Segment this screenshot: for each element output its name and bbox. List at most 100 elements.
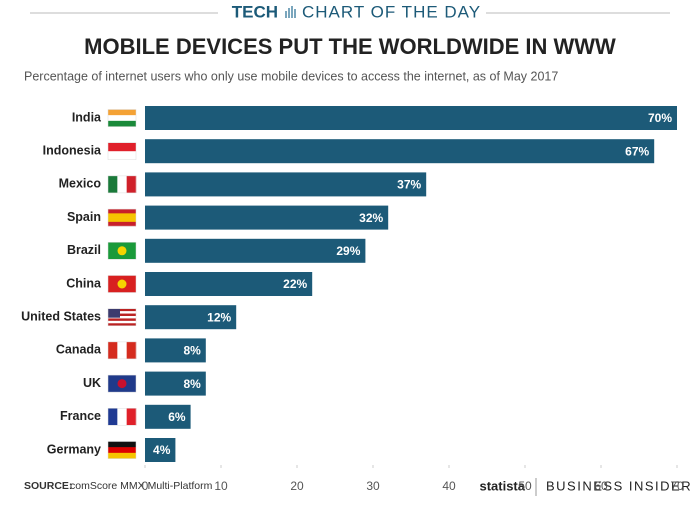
bar	[145, 338, 206, 363]
bar	[145, 238, 366, 263]
bar	[145, 272, 313, 296]
header-label: CHART OF THE DAY	[302, 2, 481, 21]
chart-title: MOBILE DEVICES PUT THE WORLDWIDE IN WWW	[84, 34, 616, 59]
flag-stripe	[108, 318, 136, 322]
y-tick-label: Canada	[56, 343, 102, 357]
bar	[145, 404, 191, 429]
flag-canton	[108, 308, 120, 318]
flag-border	[107, 109, 137, 127]
flag-stripe	[108, 213, 136, 218]
value-label: 37%	[397, 178, 421, 192]
flag-stripe	[108, 221, 136, 227]
flag-stripe	[117, 175, 127, 193]
y-tick-label: China	[66, 276, 102, 290]
value-label: 32%	[359, 211, 383, 225]
flag-icon	[107, 308, 137, 326]
x-tick-label: 10	[214, 479, 228, 493]
value-label: 70%	[648, 111, 672, 125]
brand-statista: statista	[479, 478, 525, 493]
value-label: 29%	[336, 244, 360, 258]
flag-stripe	[108, 452, 136, 459]
flag-icon	[107, 142, 137, 160]
flag-stripe	[108, 151, 136, 160]
bar	[145, 205, 389, 230]
flag-stripe	[117, 341, 127, 359]
flag-stripe	[108, 341, 118, 359]
flag-stripe	[108, 142, 136, 152]
flag-emblem	[117, 379, 127, 389]
y-tick-label: Germany	[47, 442, 101, 456]
flag-icon	[107, 208, 137, 227]
y-tick-label: India	[72, 110, 102, 124]
source-label: SOURCE:	[24, 480, 72, 492]
y-tick-label: Indonesia	[43, 143, 102, 157]
header-section: TECH	[232, 2, 278, 21]
flag-stripe	[108, 447, 136, 454]
flag-border	[107, 441, 137, 459]
x-tick-label: 60	[594, 479, 608, 493]
y-tick-label: UK	[83, 376, 101, 390]
flag-stripe	[108, 209, 136, 214]
y-tick-label: Brazil	[67, 243, 101, 257]
flag-stripe	[108, 308, 136, 312]
x-tick-label: 50	[518, 479, 532, 493]
x-tick-label: 0	[142, 479, 149, 493]
bar	[145, 438, 176, 462]
bar	[145, 371, 206, 396]
flag-border	[107, 308, 137, 326]
bar	[145, 106, 677, 130]
flag-icon	[107, 175, 137, 194]
flag-icon	[107, 408, 137, 426]
flag-stripe	[126, 341, 137, 359]
flag-stripe	[108, 120, 136, 127]
flag-emblem	[117, 246, 127, 256]
bar	[145, 172, 427, 197]
value-label: 67%	[625, 144, 649, 158]
flag-stripe	[108, 115, 136, 122]
flag-icon	[107, 374, 137, 393]
flag-stripe	[108, 320, 136, 324]
flag-stripe	[108, 441, 136, 448]
value-label: 4%	[153, 443, 171, 457]
flag-stripe	[108, 311, 136, 314]
y-tick-label: France	[60, 409, 101, 423]
flag-border	[107, 275, 137, 293]
x-tick-label: 40	[442, 479, 456, 493]
flag-stripe	[108, 323, 136, 326]
flag-stripe	[126, 408, 137, 426]
x-tick-label: 30	[366, 479, 380, 493]
flag-stripe	[126, 175, 137, 193]
flag-icon	[107, 441, 137, 459]
y-tick-label: Spain	[67, 210, 101, 224]
flag-icon	[107, 242, 137, 260]
value-label: 8%	[183, 377, 201, 391]
flag-stripe	[117, 408, 127, 426]
flag-icon	[107, 341, 137, 360]
flag-stripe	[108, 217, 136, 223]
value-label: 12%	[207, 310, 231, 324]
value-label: 6%	[168, 410, 186, 424]
source: comScore MMX Multi-Platform	[70, 480, 213, 492]
chart-subtitle: Percentage of internet users who only us…	[24, 69, 558, 83]
flag-stripe	[108, 175, 118, 193]
y-tick-label: United States	[21, 309, 101, 323]
flag-border	[107, 242, 137, 260]
flag-border	[107, 208, 137, 227]
flag-border	[107, 142, 137, 160]
flag-stripe	[108, 315, 136, 319]
y-tick-label: Mexico	[59, 177, 102, 191]
flag-stripe	[108, 408, 118, 426]
bar	[145, 305, 237, 330]
flag-border	[107, 408, 137, 426]
bar	[145, 139, 655, 164]
brand-bi: BUSINESS INSIDER	[546, 478, 692, 493]
flag-border	[107, 374, 137, 393]
flag-stripe	[108, 109, 136, 116]
flag-border	[107, 175, 137, 194]
header-icon	[285, 6, 296, 18]
flag-stripe	[108, 313, 136, 317]
x-tick-label: 20	[290, 479, 304, 493]
flag-border	[107, 341, 137, 360]
flag-emblem	[117, 279, 127, 289]
